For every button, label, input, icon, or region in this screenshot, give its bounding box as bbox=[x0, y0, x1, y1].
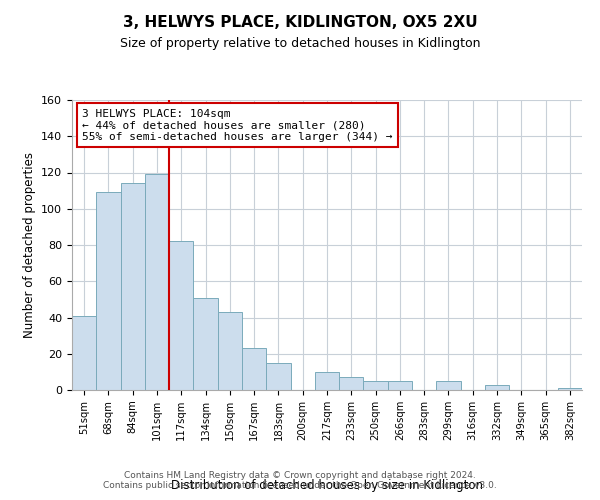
Bar bbox=[72, 316, 96, 390]
Bar bbox=[218, 312, 242, 390]
Bar bbox=[436, 381, 461, 390]
Bar bbox=[485, 384, 509, 390]
Bar bbox=[96, 192, 121, 390]
Y-axis label: Number of detached properties: Number of detached properties bbox=[23, 152, 35, 338]
Text: Size of property relative to detached houses in Kidlington: Size of property relative to detached ho… bbox=[120, 38, 480, 51]
Bar bbox=[266, 363, 290, 390]
Bar bbox=[315, 372, 339, 390]
Bar bbox=[193, 298, 218, 390]
Text: 3 HELWYS PLACE: 104sqm
← 44% of detached houses are smaller (280)
55% of semi-de: 3 HELWYS PLACE: 104sqm ← 44% of detached… bbox=[82, 108, 392, 142]
X-axis label: Distribution of detached houses by size in Kidlington: Distribution of detached houses by size … bbox=[171, 479, 483, 492]
Text: 3, HELWYS PLACE, KIDLINGTON, OX5 2XU: 3, HELWYS PLACE, KIDLINGTON, OX5 2XU bbox=[122, 15, 478, 30]
Bar bbox=[388, 381, 412, 390]
Text: Contains HM Land Registry data © Crown copyright and database right 2024.
Contai: Contains HM Land Registry data © Crown c… bbox=[103, 470, 497, 490]
Bar bbox=[145, 174, 169, 390]
Bar bbox=[558, 388, 582, 390]
Bar bbox=[121, 184, 145, 390]
Bar bbox=[242, 348, 266, 390]
Bar bbox=[339, 378, 364, 390]
Bar bbox=[169, 242, 193, 390]
Bar bbox=[364, 381, 388, 390]
